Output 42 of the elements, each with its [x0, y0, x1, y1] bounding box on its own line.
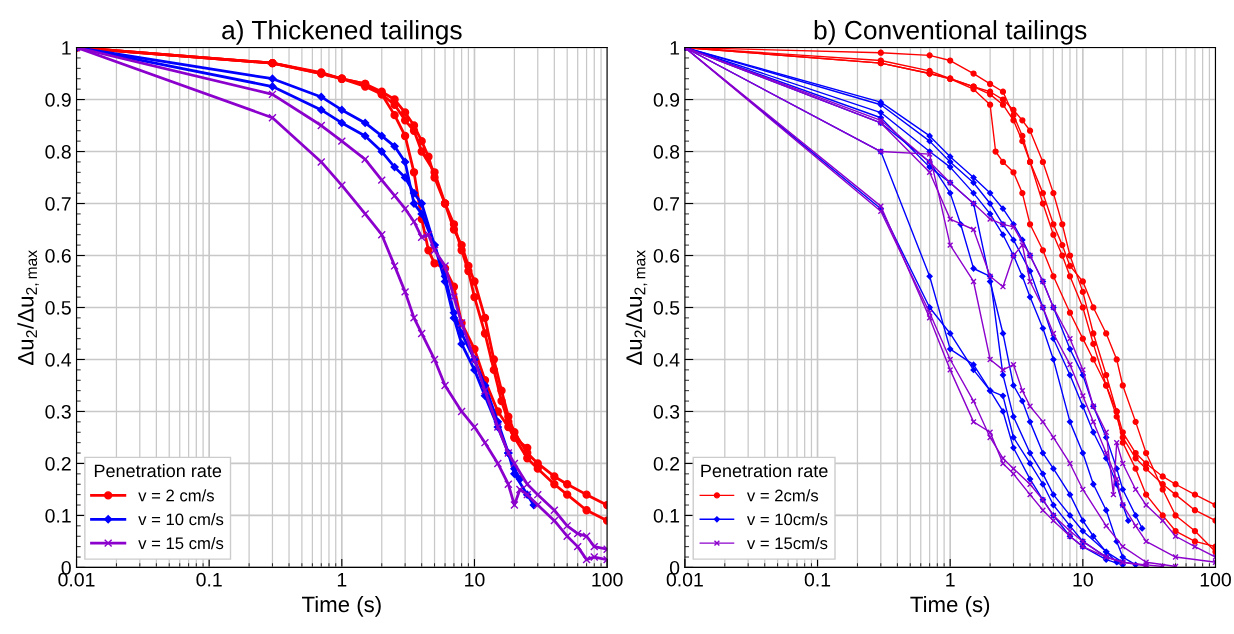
y-tick-label: 0.1	[653, 508, 680, 523]
y-tick-label: 1	[670, 41, 680, 55]
y-axis-title: Δu$_{2}$/Δu$_{2,max}$	[625, 250, 648, 365]
y-tick-label: 0.6	[653, 248, 680, 263]
y-tick-label: 0.7	[45, 196, 71, 211]
legend-title: Penetration rate	[701, 463, 828, 478]
y-tick-label: 0.5	[653, 300, 680, 315]
y-tick-label: 0.7	[653, 196, 680, 211]
y-tick-label: 1	[62, 41, 71, 55]
y-tick-label: 0.4	[653, 352, 680, 367]
x-tick-label: 0.1	[804, 572, 831, 587]
y-tick-label: 0.8	[45, 144, 71, 159]
legend-label: v = 2 cm/s	[138, 489, 214, 502]
x-tick-label: 0.1	[196, 572, 222, 587]
x-tick-label: 100	[592, 572, 623, 587]
x-tick-label: 10	[1073, 572, 1093, 587]
x-tick-label: 1	[946, 573, 955, 587]
y-tick-label: 0.1	[45, 508, 71, 523]
legend-label: v = 2cm/s	[746, 489, 819, 502]
y-tick-label: 0.9	[653, 93, 680, 107]
y-tick-label: 0.8	[653, 144, 680, 159]
y-tick-label: 0.4	[45, 352, 72, 367]
chart-title: a) Thickened tailings	[222, 20, 462, 45]
y-tick-label: 0.2	[45, 456, 71, 471]
legend-title: Penetration rate	[94, 463, 222, 478]
y-tick-label: 0.5	[45, 300, 71, 315]
x-tick-label: 1	[337, 573, 347, 587]
legend-label: v = 10cm/s	[746, 513, 828, 526]
legend-label: v = 15cm/s	[746, 536, 828, 550]
chart-title: b) Conventional tailings	[814, 20, 1087, 45]
y-tick-label: 0.3	[45, 404, 71, 419]
legend-label: v = 10 cm/s	[138, 513, 224, 526]
y-tick-label: 0.2	[653, 456, 680, 471]
y-axis-title: Δu$_{2}$/Δu$_{2,max}$	[17, 250, 39, 365]
y-tick-label: 0.3	[653, 404, 680, 419]
x-tick-label: 10	[465, 572, 485, 587]
y-tick-label: 0.6	[45, 248, 71, 263]
y-tick-label: 0.9	[45, 93, 71, 107]
x-axis-title: Time (s)	[302, 595, 381, 617]
x-axis-title: Time (s)	[910, 595, 990, 617]
legend-label: v = 15 cm/s	[138, 536, 224, 550]
x-tick-label: 100	[1200, 572, 1231, 587]
